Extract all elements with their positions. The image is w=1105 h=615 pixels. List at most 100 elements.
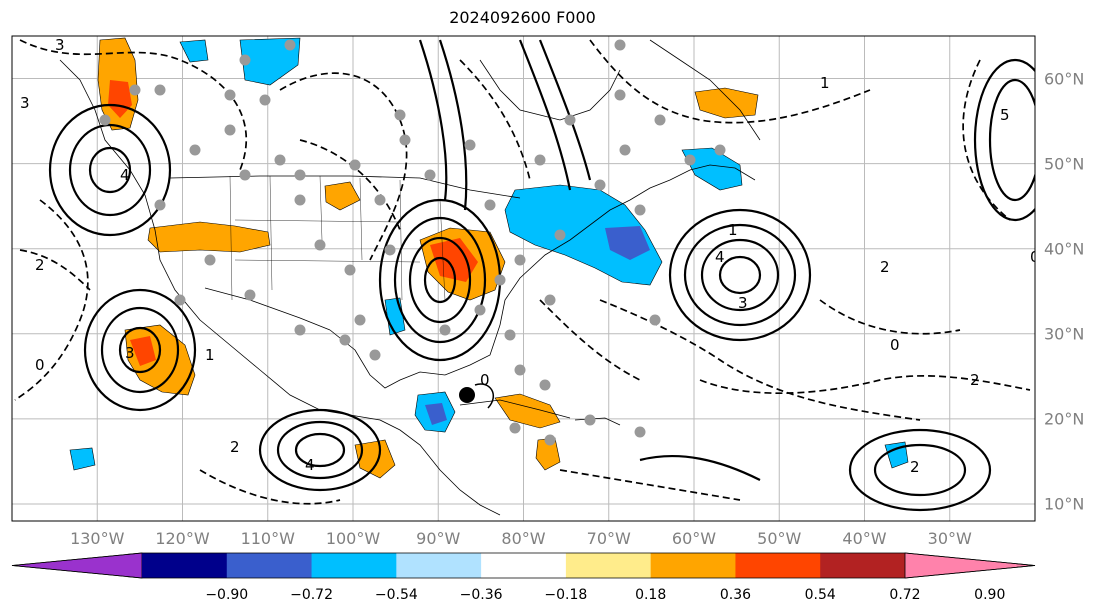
contour-label: 0: [35, 356, 45, 374]
cuba-outline: [459, 399, 571, 419]
station-marker: [129, 84, 141, 96]
colorbar-tick-label: −0.72: [290, 587, 333, 603]
contour-label: 3: [20, 94, 30, 112]
station-marker: [509, 422, 521, 434]
station-marker: [619, 144, 631, 156]
latitude-label: 50°N: [1044, 154, 1085, 174]
colorbar-segment: [226, 553, 313, 578]
map-frame: [11, 35, 1036, 522]
cyan-shading-bc-coast: [179, 39, 209, 63]
longitude-label: 60°W: [671, 529, 717, 548]
cyan-shading-mid-pacific: [69, 447, 96, 471]
station-marker: [314, 239, 326, 251]
contour-label: 3: [738, 294, 748, 312]
station-marker: [634, 426, 646, 438]
greenland-coast: [649, 39, 761, 141]
station-marker: [654, 114, 666, 126]
orange-shading-labrador: [694, 87, 759, 119]
station-marker: [339, 334, 351, 346]
station-marker: [614, 89, 626, 101]
orange-shading-central-america: [354, 439, 396, 479]
station-marker: [394, 109, 406, 121]
hudson-bay-coast: [479, 59, 621, 121]
map-figure: 1 2 3 4 0 5 2 3 1 3 2 4 0 2 2 1 4 0 0 3: [11, 35, 1036, 522]
contour-label: 5: [1000, 106, 1010, 124]
latitude-label: 20°N: [1044, 409, 1085, 429]
contour-label: 4: [715, 248, 725, 266]
station-marker: [544, 434, 556, 446]
station-marker: [294, 169, 306, 181]
cyan-shading-east-atlantic: [884, 441, 909, 469]
state-borders: [229, 175, 446, 301]
orange-shading-west-us: [147, 221, 271, 253]
colorbar-segment: [820, 553, 906, 578]
station-marker: [294, 194, 306, 206]
colorbar-segment: [735, 553, 821, 578]
graticule-grid: [12, 36, 1035, 521]
station-marker: [224, 89, 236, 101]
us-mexico-border: [204, 287, 331, 331]
atlantic-coastline: [499, 164, 756, 326]
station-marker: [514, 254, 526, 266]
shaded-anomaly-regions: [69, 37, 909, 479]
station-marker: [439, 324, 451, 336]
red-shading-subtropics-west: [130, 336, 156, 366]
station-marker: [494, 274, 506, 286]
longitude-label: 80°W: [501, 529, 546, 548]
longitude-label: 50°W: [757, 529, 802, 548]
longitude-label: 130°W: [70, 529, 125, 548]
longitude-label: 30°W: [927, 529, 972, 548]
pacific-coastline: [59, 59, 501, 516]
station-marker: [544, 294, 556, 306]
station-marker: [204, 254, 216, 266]
station-marker: [384, 244, 396, 256]
colorbar-segment: [142, 553, 228, 578]
blue-shading-northeast: [605, 226, 650, 260]
station-marker: [284, 39, 296, 51]
contour-label: 0: [890, 336, 900, 354]
contour-label: 1: [205, 346, 215, 364]
colorbar-tick-label: −0.90: [205, 587, 249, 603]
colorbar-tick-label: 0.72: [889, 587, 921, 603]
contour-label: 1: [728, 221, 738, 239]
latitude-label: 10°N: [1044, 494, 1085, 514]
contour-labels: 1 2 3 4 0 5 2 3 1 3 2 4 0 2 2 1 4 0 0 3: [20, 36, 1035, 476]
contour-label: 2: [970, 371, 980, 389]
colorbar: [11, 552, 1036, 579]
contour-label: 2: [910, 458, 920, 476]
contour-label: 2: [35, 256, 45, 274]
station-marker: [714, 144, 726, 156]
colorbar-tick-label: 0.18: [635, 587, 667, 603]
station-marker: [154, 199, 166, 211]
station-marker: [154, 84, 166, 96]
station-marker: [684, 154, 696, 166]
station-marker: [189, 144, 201, 156]
hurricane-center-marker: [459, 387, 475, 403]
station-marker: [474, 304, 486, 316]
station-marker: [174, 294, 186, 306]
station-marker: [534, 154, 546, 166]
contour-label: 3: [125, 344, 135, 362]
station-marker: [484, 199, 496, 211]
colorbar-tick-label: −0.18: [544, 587, 588, 603]
station-marker: [369, 349, 381, 361]
orange-shading-northern-plains: [324, 181, 361, 211]
longitude-label: 100°W: [325, 529, 381, 548]
gulf-coastline: [329, 324, 501, 389]
station-marker: [634, 204, 646, 216]
chart-title: 2024092600 F000: [449, 8, 596, 27]
station-marker: [514, 364, 526, 376]
contour-label: 3: [55, 36, 65, 54]
contour-label: 2: [880, 258, 890, 276]
station-marker: [399, 134, 411, 146]
station-marker: [294, 324, 306, 336]
station-marker: [239, 169, 251, 181]
colorbar-segment: [565, 553, 652, 578]
station-marker: [614, 39, 626, 51]
colorbar-max-extension: [904, 552, 1036, 579]
station-marker: [564, 114, 576, 126]
station-marker: [504, 329, 516, 341]
station-markers: [99, 39, 726, 446]
cyan-shading-canada-north: [239, 37, 301, 86]
latitude-label: 30°N: [1044, 324, 1085, 344]
